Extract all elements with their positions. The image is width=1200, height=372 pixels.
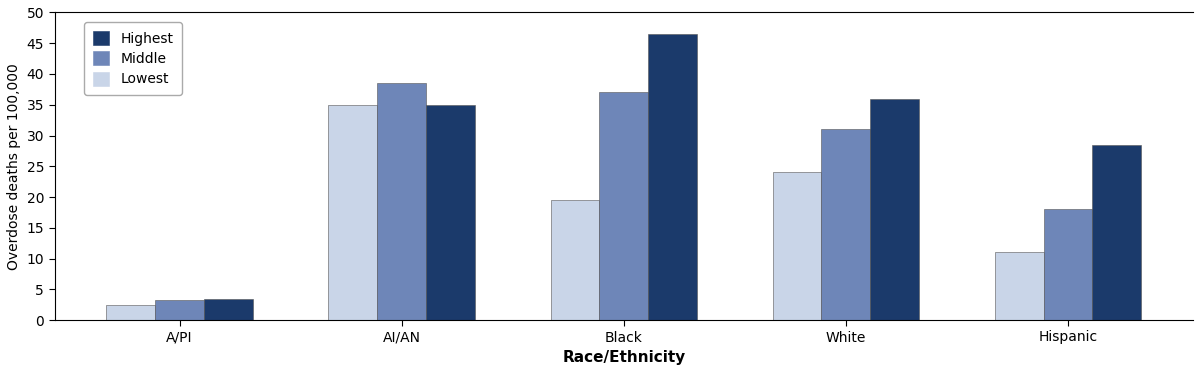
Bar: [329, 105, 377, 320]
Bar: [551, 200, 599, 320]
Bar: [822, 129, 870, 320]
Bar: [870, 99, 919, 320]
Y-axis label: Overdose deaths per 100,000: Overdose deaths per 100,000: [7, 63, 20, 270]
Bar: [995, 253, 1044, 320]
Bar: [1092, 145, 1141, 320]
Bar: [107, 305, 155, 320]
Bar: [1044, 209, 1092, 320]
Bar: [648, 34, 697, 320]
X-axis label: Race/Ethnicity: Race/Ethnicity: [562, 350, 685, 365]
Bar: [773, 172, 822, 320]
Bar: [426, 105, 475, 320]
Bar: [155, 300, 204, 320]
Bar: [599, 92, 648, 320]
Bar: [204, 299, 253, 320]
Bar: [377, 83, 426, 320]
Legend: Highest, Middle, Lowest: Highest, Middle, Lowest: [84, 22, 181, 94]
